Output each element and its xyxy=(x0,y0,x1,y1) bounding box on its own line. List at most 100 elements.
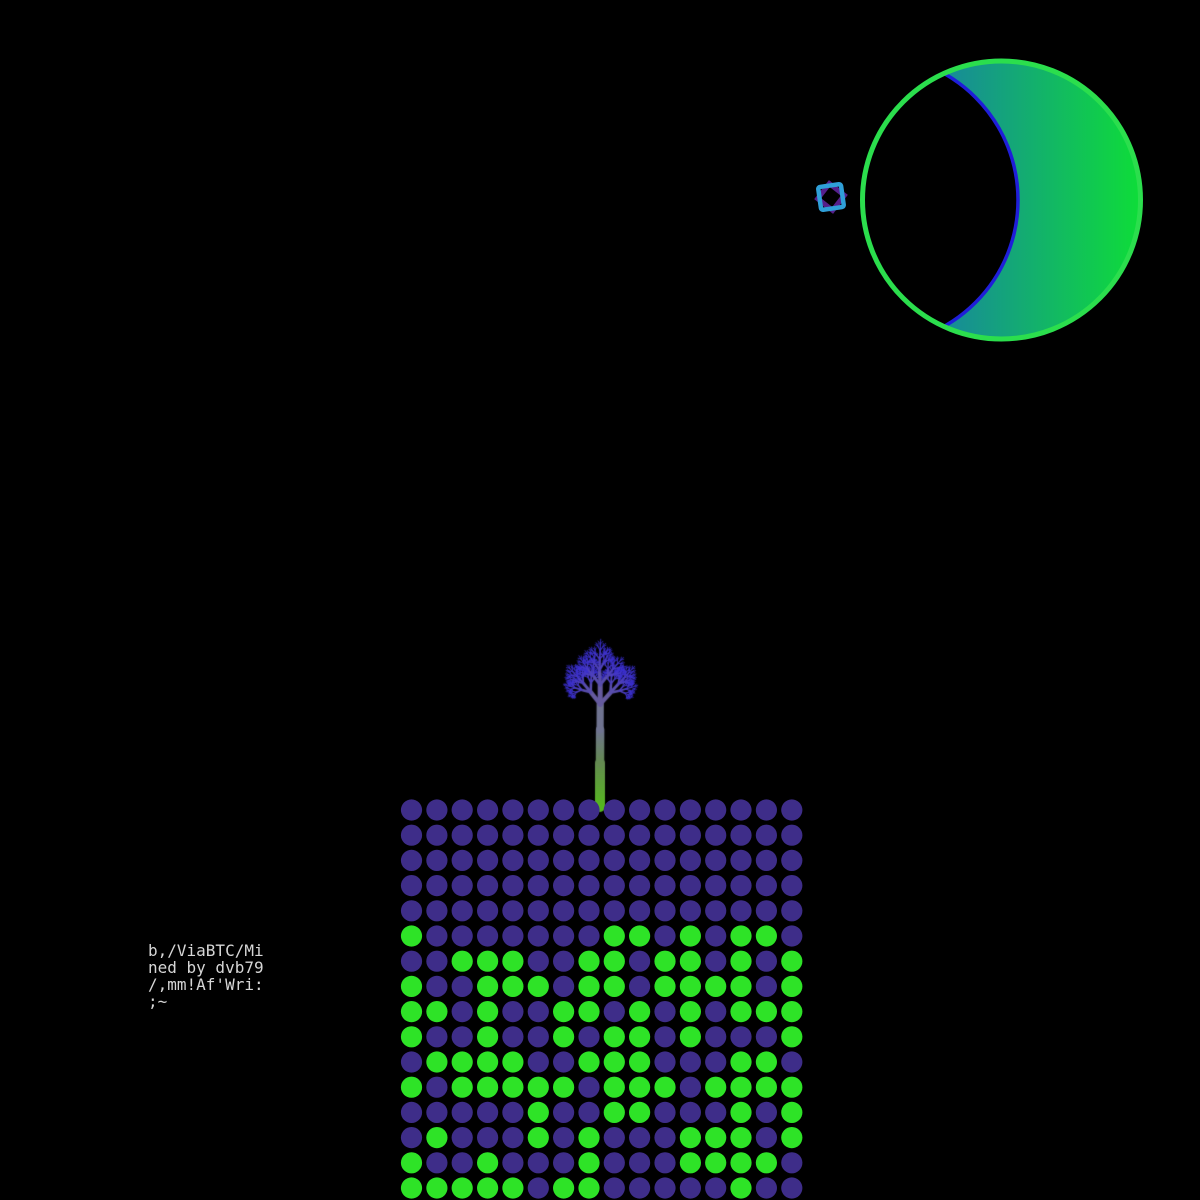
grid-dot xyxy=(781,875,803,897)
grid-dot xyxy=(730,1177,752,1199)
grid-dot xyxy=(654,1177,676,1199)
grid-dot xyxy=(578,1051,600,1073)
grid-dot xyxy=(781,849,803,872)
grid-dot xyxy=(629,1051,651,1073)
grid-dot xyxy=(400,900,423,922)
grid-dot xyxy=(603,824,625,846)
grid-dot xyxy=(451,875,473,897)
grid-dot xyxy=(629,1101,651,1123)
grid-dot xyxy=(502,1152,524,1174)
grid-dot xyxy=(629,1127,651,1149)
grid-dot xyxy=(553,1127,575,1149)
grid-dot xyxy=(730,900,752,922)
grid-dot xyxy=(477,1127,499,1149)
grid-dot xyxy=(679,824,702,846)
grid-dot xyxy=(705,925,727,947)
grid-dot xyxy=(705,1001,727,1023)
grid-dot xyxy=(781,975,803,998)
grid-dot xyxy=(553,1177,575,1199)
grid-dot xyxy=(451,849,473,872)
grid-dot xyxy=(527,1127,549,1149)
grid-dot xyxy=(426,849,448,872)
grid-dot xyxy=(705,1076,727,1098)
grid-dot xyxy=(477,1152,499,1174)
grid-dot xyxy=(578,1026,600,1048)
grid-dot xyxy=(629,1152,651,1174)
grid-dot xyxy=(451,925,473,947)
grid-dot xyxy=(426,1101,448,1123)
grid-dot xyxy=(730,1026,752,1048)
grid-dot xyxy=(426,1127,448,1149)
grid-dot xyxy=(603,1177,625,1199)
grid-dot xyxy=(755,900,778,922)
grid-dot xyxy=(553,875,575,897)
grid-dot xyxy=(400,1076,423,1098)
grid-dot xyxy=(426,1051,448,1073)
grid-dot xyxy=(426,975,448,998)
grid-dot xyxy=(578,1177,600,1199)
moon-shadow xyxy=(862,61,1020,339)
grid-dot xyxy=(578,900,600,922)
grid-dot xyxy=(781,1177,803,1199)
grid-dot xyxy=(502,1127,524,1149)
grid-dot xyxy=(451,799,473,821)
grid-dot xyxy=(679,1076,702,1098)
grid-dot xyxy=(527,925,549,947)
grid-dot xyxy=(400,849,423,872)
grid-dot xyxy=(502,824,524,846)
grid-dot xyxy=(629,1001,651,1023)
grid-dot xyxy=(400,1152,423,1174)
grid-dot xyxy=(477,900,499,922)
grid-dot xyxy=(400,1177,423,1199)
grid-dot xyxy=(477,975,499,998)
grid-dot xyxy=(781,1001,803,1023)
grid-dot xyxy=(426,875,448,897)
coinbase-line: ;~ xyxy=(148,992,168,1011)
grid-dot xyxy=(553,975,575,998)
grid-dot xyxy=(679,950,702,972)
grid-dot xyxy=(705,799,727,821)
coinbase-line: /,mm!Af'Wri: xyxy=(148,975,264,994)
grid-dot xyxy=(502,875,524,897)
grid-dot xyxy=(426,1177,448,1199)
grid-dot xyxy=(781,950,803,972)
grid-dot xyxy=(781,1152,803,1174)
grid-dot xyxy=(578,1127,600,1149)
grid-dot xyxy=(553,1001,575,1023)
coinbase-line: b,/ViaBTC/Mi xyxy=(148,941,264,960)
grid-dot xyxy=(477,950,499,972)
grid-dot xyxy=(679,1127,702,1149)
grid-dot xyxy=(451,1076,473,1098)
grid-dot xyxy=(426,824,448,846)
grid-dot xyxy=(400,1101,423,1123)
grid-dot xyxy=(705,849,727,872)
grid-dot xyxy=(705,1127,727,1149)
grid-dot xyxy=(502,1051,524,1073)
grid-dot xyxy=(679,799,702,821)
grid-dot xyxy=(730,1051,752,1073)
grid-dot xyxy=(477,1177,499,1199)
grid-dot xyxy=(679,1026,702,1048)
grid-dot xyxy=(755,1001,778,1023)
grid-dot xyxy=(755,975,778,998)
grid-dot xyxy=(755,1127,778,1149)
moon-outline xyxy=(860,58,1143,342)
grid-dot xyxy=(755,1051,778,1073)
grid-dot xyxy=(426,799,448,821)
grid-dot xyxy=(603,900,625,922)
grid-dot xyxy=(705,975,727,998)
grid-dot xyxy=(705,824,727,846)
grid-dot xyxy=(451,900,473,922)
grid-dot xyxy=(553,1051,575,1073)
grid-dot xyxy=(629,1026,651,1048)
grid-dot xyxy=(629,1076,651,1098)
grid-dot xyxy=(679,925,702,947)
grid-dot xyxy=(477,1026,499,1048)
grid-dot xyxy=(578,925,600,947)
sparkle-inner-square xyxy=(814,180,848,214)
grid-dot xyxy=(400,975,423,998)
grid-dot xyxy=(451,1127,473,1149)
grid-dot xyxy=(603,1127,625,1149)
grid-dot xyxy=(603,1051,625,1073)
grid-dot xyxy=(755,1026,778,1048)
